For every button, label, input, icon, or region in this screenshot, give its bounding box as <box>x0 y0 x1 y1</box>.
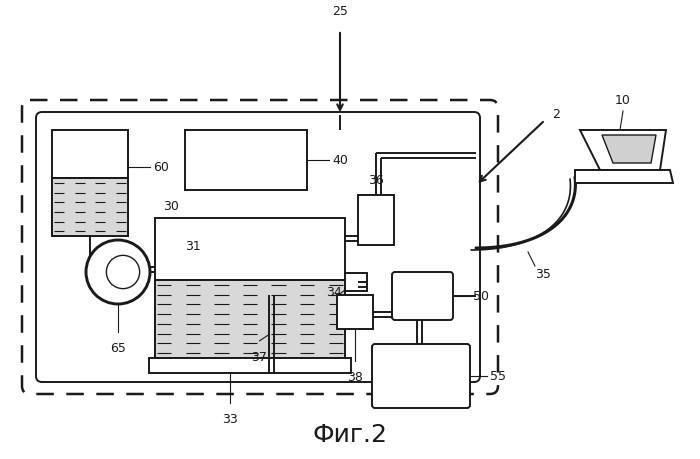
FancyBboxPatch shape <box>372 344 470 408</box>
Bar <box>155 218 345 358</box>
Text: 65: 65 <box>110 342 126 355</box>
Text: 31: 31 <box>185 240 201 253</box>
Text: 60: 60 <box>153 161 169 174</box>
Bar <box>395 275 450 317</box>
Text: 25: 25 <box>332 5 348 18</box>
Text: 35: 35 <box>535 268 551 281</box>
Bar <box>358 195 394 245</box>
Text: 40: 40 <box>332 153 348 167</box>
Bar <box>155 280 345 358</box>
Text: 33: 33 <box>222 413 238 426</box>
Bar <box>375 347 467 405</box>
Text: 37: 37 <box>251 351 267 364</box>
Text: 38: 38 <box>347 371 363 384</box>
Bar <box>52 178 128 236</box>
Circle shape <box>86 240 150 304</box>
Polygon shape <box>575 170 673 183</box>
Text: 34: 34 <box>326 285 342 298</box>
Bar <box>52 130 128 236</box>
Polygon shape <box>602 135 656 163</box>
Text: 55: 55 <box>490 369 506 382</box>
Bar <box>345 273 367 291</box>
Text: Фиг.2: Фиг.2 <box>312 423 388 447</box>
Text: 10: 10 <box>615 94 631 107</box>
Bar <box>149 358 351 373</box>
Polygon shape <box>580 130 666 170</box>
FancyBboxPatch shape <box>392 272 453 320</box>
Bar <box>185 130 307 190</box>
Text: 50: 50 <box>473 290 489 302</box>
Text: 36: 36 <box>368 174 384 187</box>
Text: 2: 2 <box>552 108 560 122</box>
Text: 30: 30 <box>163 200 179 213</box>
Circle shape <box>106 255 139 289</box>
Bar <box>155 280 345 358</box>
Bar <box>337 295 373 329</box>
Bar <box>52 178 128 236</box>
